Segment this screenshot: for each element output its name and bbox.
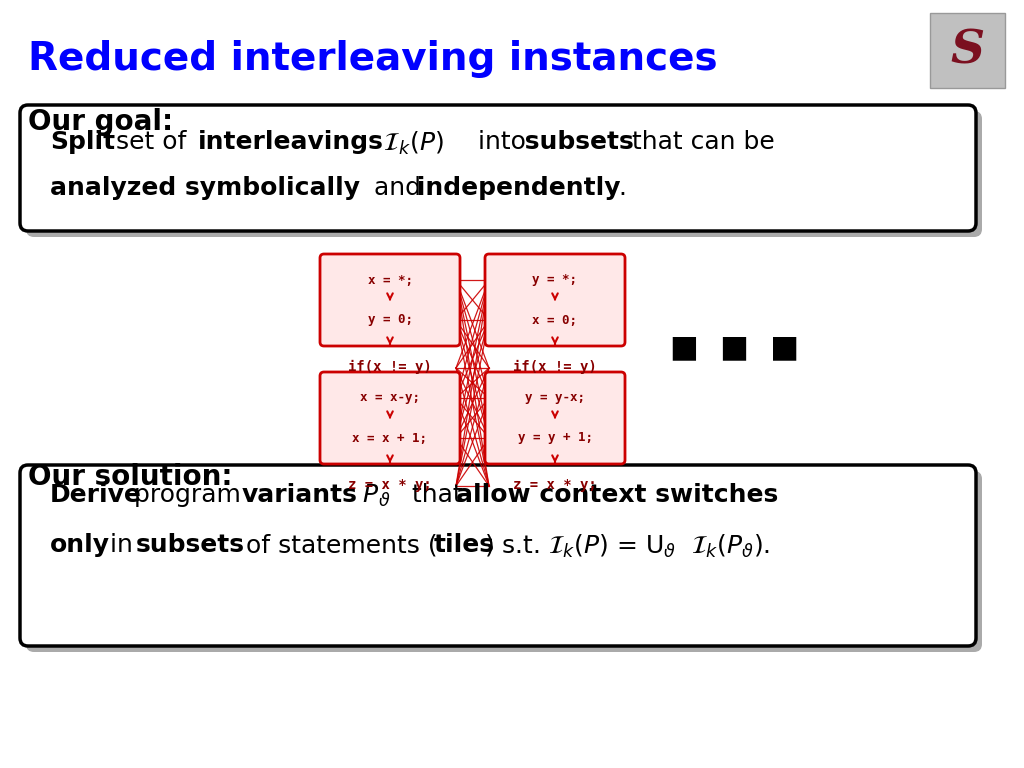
Text: tiles: tiles [434, 533, 495, 557]
Text: set of: set of [108, 130, 195, 154]
Text: that can be: that can be [624, 130, 775, 154]
Text: if(x != y): if(x != y) [513, 360, 597, 374]
Text: Reduced interleaving instances: Reduced interleaving instances [28, 40, 718, 78]
Text: z = x * y;: z = x * y; [348, 478, 432, 492]
Text: allow context switches: allow context switches [456, 483, 778, 507]
FancyBboxPatch shape [26, 471, 982, 652]
Text: Our solution:: Our solution: [28, 463, 232, 491]
Text: $\mathcal{I}_k(P)$: $\mathcal{I}_k(P)$ [376, 130, 443, 157]
Text: if(x != y): if(x != y) [348, 360, 432, 374]
Text: analyzed symbolically: analyzed symbolically [50, 176, 360, 200]
Text: in: in [102, 533, 141, 557]
Text: Our goal:: Our goal: [28, 108, 173, 136]
Text: subsets: subsets [136, 533, 245, 557]
Text: z = x * y;: z = x * y; [513, 478, 597, 492]
FancyBboxPatch shape [20, 465, 976, 646]
Text: y = 0;: y = 0; [368, 313, 413, 326]
Text: y = y-x;: y = y-x; [525, 392, 585, 405]
Text: ) s.t. $\mathcal{I}_k(P)$ = U$_{\vartheta}$  $\mathcal{I}_k(P_{\vartheta})$.: ) s.t. $\mathcal{I}_k(P)$ = U$_{\varthet… [484, 533, 770, 560]
Text: y = y + 1;: y = y + 1; [517, 432, 593, 445]
Text: independently: independently [408, 176, 621, 200]
FancyBboxPatch shape [319, 372, 460, 464]
Text: $P_{\vartheta}$: $P_{\vartheta}$ [355, 483, 390, 509]
Text: y = *;: y = *; [532, 273, 578, 286]
FancyBboxPatch shape [485, 254, 625, 346]
FancyBboxPatch shape [930, 13, 1005, 88]
Text: only: only [50, 533, 110, 557]
Text: of statements (: of statements ( [238, 533, 437, 557]
Text: x = 0;: x = 0; [532, 313, 578, 326]
Text: interleavings: interleavings [198, 130, 384, 154]
Text: that: that [404, 483, 471, 507]
Text: and: and [366, 176, 421, 200]
Text: ■  ■  ■: ■ ■ ■ [670, 333, 799, 362]
FancyBboxPatch shape [26, 111, 982, 237]
Text: S: S [950, 28, 984, 74]
Text: .: . [618, 176, 626, 200]
Text: subsets: subsets [516, 130, 634, 154]
Text: program: program [126, 483, 249, 507]
Text: into: into [470, 130, 526, 154]
Text: Derive: Derive [50, 483, 142, 507]
Text: x = x-y;: x = x-y; [360, 392, 420, 405]
Text: Split: Split [50, 130, 115, 154]
Text: variants: variants [242, 483, 357, 507]
Text: x = *;: x = *; [368, 273, 413, 286]
FancyBboxPatch shape [319, 254, 460, 346]
FancyBboxPatch shape [485, 372, 625, 464]
Text: x = x + 1;: x = x + 1; [352, 432, 427, 445]
FancyBboxPatch shape [20, 105, 976, 231]
